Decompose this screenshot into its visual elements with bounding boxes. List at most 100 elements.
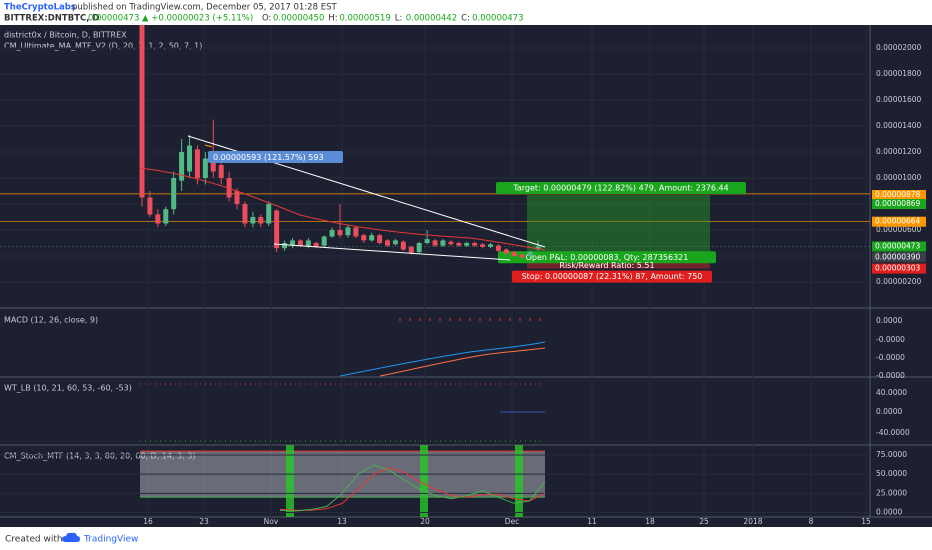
candle-body xyxy=(487,244,493,247)
cross-highlight xyxy=(515,445,523,517)
price-label-box xyxy=(872,263,926,274)
price-label: 0.00000664 xyxy=(875,217,921,226)
candle-body xyxy=(171,178,177,210)
macd-line xyxy=(339,341,546,377)
candle-body xyxy=(234,191,240,205)
ratio-label: Risk/Reward Ratio: 5.51 xyxy=(559,261,654,270)
candle-body xyxy=(424,239,430,244)
candle-body xyxy=(369,235,375,241)
x-tick-label: 18 xyxy=(645,517,655,526)
x-tick-label: Nov xyxy=(264,517,279,526)
candle-body xyxy=(202,158,208,179)
target-label: Target: 0.00000479 (122.82%) 479, Amount… xyxy=(512,184,728,193)
y-tick-label: 0.00002000 xyxy=(876,43,922,52)
candle-body xyxy=(297,240,303,246)
brand-logo xyxy=(62,532,80,542)
macd-tick-label: -0.0000 xyxy=(876,335,905,344)
ohlc-value: 0.00000519 xyxy=(339,14,390,24)
ohlc-value: 0.00000442 xyxy=(406,14,457,24)
footer-created: Created with xyxy=(5,535,63,545)
last-price: 0.00000473 xyxy=(88,14,139,24)
candle-body xyxy=(329,230,335,237)
price-label-box xyxy=(872,190,926,200)
open-pnl-label: Open P&L: 0.00000083, Qty: 287356321 xyxy=(526,253,689,262)
stoch-tick-label: 0.0000 xyxy=(876,508,902,517)
candle-body xyxy=(392,240,398,245)
candle-body xyxy=(472,243,478,246)
candle-body xyxy=(503,249,509,254)
candle-body xyxy=(432,240,438,246)
chart-background xyxy=(0,25,932,527)
candle-body xyxy=(147,197,153,215)
wt-tick-label: 0.0000 xyxy=(876,407,902,416)
annotation-line xyxy=(204,144,213,148)
ohlc-label: L: xyxy=(395,14,403,24)
stoch-tick-label: 50.0000 xyxy=(876,469,907,478)
x-tick-label: 15 xyxy=(861,517,871,526)
candle-body xyxy=(282,243,288,249)
position-tool: Target: 0.00000479 (122.82%) 479, Amount… xyxy=(0,182,870,283)
macd-tick-label: 0.0000 xyxy=(876,316,902,325)
x-tick-label: 8 xyxy=(809,517,814,526)
stoch-tick-label: 25.0000 xyxy=(876,488,907,497)
stoch-title: CM_Stoch_MTF (14, 3, 3, 80, 20, 60, D, 1… xyxy=(4,452,195,461)
candle-body xyxy=(480,244,486,247)
x-tick-label: 16 xyxy=(143,517,153,526)
x-tick-label: 20 xyxy=(420,517,430,526)
candle-body xyxy=(266,204,272,224)
candle-body xyxy=(464,243,470,246)
indicator-title: CM_Ultimate_MA_MTF_V2 (D, 20, 7, 1, 2, 5… xyxy=(4,42,202,51)
main-title: district0x / Bitcoin, D, BITTREX xyxy=(4,31,127,40)
candle-body xyxy=(187,145,193,172)
price-label-box xyxy=(872,252,926,263)
candle-body xyxy=(353,227,359,237)
stop-label-box xyxy=(512,270,712,283)
wt-tick-label: -40.0000 xyxy=(876,428,910,437)
x-tick-label: 25 xyxy=(699,517,709,526)
candle-body xyxy=(361,235,367,241)
candle-body xyxy=(408,246,414,254)
candle-body xyxy=(242,204,248,224)
y-tick-label: 0.00001000 xyxy=(876,173,922,182)
price-label-box xyxy=(872,216,926,227)
header-bar xyxy=(0,0,932,25)
target-label-box xyxy=(496,182,746,195)
y-tick-label: 0.00000600 xyxy=(876,225,922,234)
macd-title: MACD (12, 26, close, 9) xyxy=(4,316,98,325)
candle-body xyxy=(345,227,351,236)
macd-histogram xyxy=(399,318,541,321)
ohlc-value: 0.00000450 xyxy=(273,14,324,24)
candle-body xyxy=(194,149,200,179)
candle-body xyxy=(163,209,169,224)
candle-body xyxy=(155,214,161,224)
candle-body xyxy=(519,254,525,258)
candle-body xyxy=(321,236,327,246)
macd-tick-label: -0.0000 xyxy=(876,353,905,362)
open-pnl-label-box xyxy=(498,251,716,264)
symbol: BITTREX:DNTBTC, D xyxy=(4,14,99,24)
price-label: 0.00000878 xyxy=(875,190,921,199)
moving-average xyxy=(139,167,546,251)
stop-label: Stop: 0.00000087 (22.31%) 87, Amount: 75… xyxy=(522,272,703,281)
publisher[interactable]: TheCryptoLabs xyxy=(4,3,76,13)
price-label: 0.00000303 xyxy=(875,264,921,273)
stoch-pane xyxy=(0,445,870,517)
candle-body xyxy=(456,243,462,246)
x-tick-label: 2018 xyxy=(743,517,762,526)
candle-body xyxy=(226,178,232,198)
candle-body xyxy=(400,241,406,250)
candle-body xyxy=(218,165,224,179)
y-tick-label: 0.00000200 xyxy=(876,277,922,286)
candle-body xyxy=(289,240,295,246)
candle-body xyxy=(179,152,185,181)
trendline xyxy=(273,243,511,261)
x-tick-label: 11 xyxy=(587,517,597,526)
y-tick-label: 0.00001600 xyxy=(876,95,922,104)
candle-body xyxy=(250,217,256,224)
footer-brand[interactable]: TradingView xyxy=(83,535,138,545)
stoch-tick-label: 75.0000 xyxy=(876,450,907,459)
stoch-d-line xyxy=(279,467,546,511)
candle-body xyxy=(440,240,446,246)
wt-tick-label: 40.0000 xyxy=(876,388,907,397)
